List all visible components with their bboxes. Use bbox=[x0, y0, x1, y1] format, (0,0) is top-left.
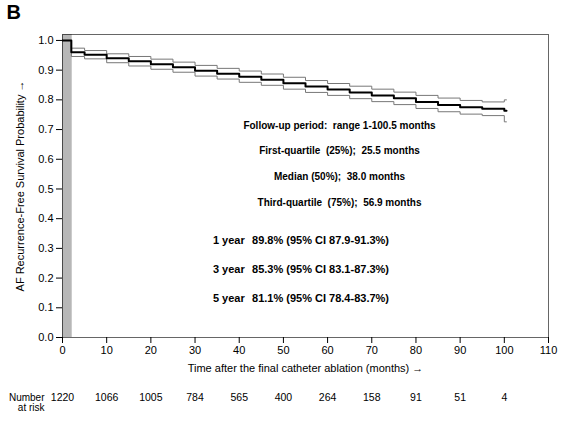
svg-text:1.0: 1.0 bbox=[38, 34, 53, 46]
svg-text:60: 60 bbox=[321, 344, 333, 356]
svg-text:5 year: 5 year bbox=[213, 292, 246, 304]
svg-text:30: 30 bbox=[189, 344, 201, 356]
svg-text:400: 400 bbox=[275, 391, 293, 403]
svg-text:20: 20 bbox=[145, 344, 157, 356]
svg-text:264: 264 bbox=[319, 391, 337, 403]
svg-text:91: 91 bbox=[410, 391, 422, 403]
svg-text:Median (50%); 38.0 months: Median (50%); 38.0 months bbox=[274, 171, 406, 182]
svg-text:0.6: 0.6 bbox=[38, 153, 53, 165]
svg-text:4: 4 bbox=[501, 391, 507, 403]
svg-text:0.3: 0.3 bbox=[38, 242, 53, 254]
svg-text:0: 0 bbox=[59, 344, 65, 356]
svg-text:10: 10 bbox=[101, 344, 113, 356]
svg-text:Third-quartile (75%); 56.9 m: Third-quartile (75%); 56.9 months bbox=[258, 197, 422, 208]
svg-text:Numberat risk: Numberat risk bbox=[9, 392, 46, 413]
svg-text:70: 70 bbox=[366, 344, 378, 356]
svg-text:0.5: 0.5 bbox=[38, 182, 53, 194]
svg-text:3 year: 3 year bbox=[213, 263, 246, 275]
svg-text:0.1: 0.1 bbox=[38, 301, 53, 313]
svg-text:0.0: 0.0 bbox=[38, 331, 53, 343]
svg-text:100: 100 bbox=[495, 344, 513, 356]
svg-text:85.3% (95% CI 83.1-87.3%): 85.3% (95% CI 83.1-87.3%) bbox=[252, 263, 389, 275]
svg-text:80: 80 bbox=[410, 344, 422, 356]
svg-text:1066: 1066 bbox=[95, 391, 119, 403]
svg-text:0.9: 0.9 bbox=[38, 64, 53, 76]
svg-text:50: 50 bbox=[277, 344, 289, 356]
svg-text:Time after the final catheter: Time after the final catheter ablation (… bbox=[188, 362, 424, 374]
svg-text:51: 51 bbox=[454, 391, 466, 403]
svg-text:First-quartile (25%); 25.5 m: First-quartile (25%); 25.5 months bbox=[259, 145, 420, 156]
svg-text:1220: 1220 bbox=[51, 391, 75, 403]
svg-text:1 year: 1 year bbox=[213, 234, 246, 246]
svg-text:0.4: 0.4 bbox=[38, 212, 53, 224]
svg-text:1005: 1005 bbox=[139, 391, 163, 403]
svg-text:90: 90 bbox=[454, 344, 466, 356]
svg-text:Follow-up period: range 1-100: Follow-up period: range 1-100.5 months bbox=[243, 120, 436, 131]
svg-text:565: 565 bbox=[230, 391, 248, 403]
svg-text:AF Recurrence-Free Survival Pr: AF Recurrence-Free Survival Probability … bbox=[14, 81, 26, 292]
svg-text:0.2: 0.2 bbox=[38, 272, 53, 284]
svg-text:40: 40 bbox=[233, 344, 245, 356]
svg-text:B: B bbox=[7, 1, 21, 23]
svg-text:81.1% (95% CI 78.4-83.7%): 81.1% (95% CI 78.4-83.7%) bbox=[252, 292, 389, 304]
svg-text:110: 110 bbox=[540, 344, 558, 356]
svg-text:158: 158 bbox=[363, 391, 381, 403]
svg-text:0.7: 0.7 bbox=[38, 123, 53, 135]
svg-text:0.8: 0.8 bbox=[38, 93, 53, 105]
svg-text:784: 784 bbox=[186, 391, 204, 403]
svg-text:89.8% (95% CI 87.9-91.3%): 89.8% (95% CI 87.9-91.3%) bbox=[252, 234, 389, 246]
